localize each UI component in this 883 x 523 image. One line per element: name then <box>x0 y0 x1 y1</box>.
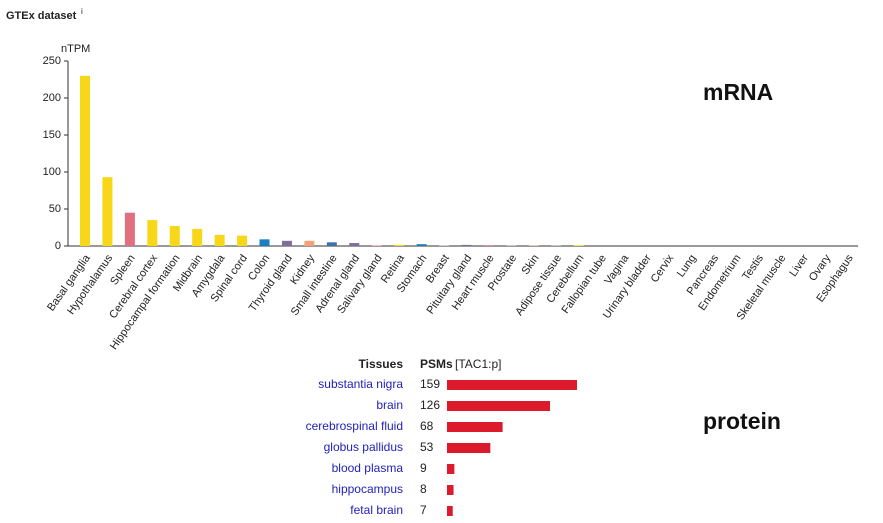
y-tick-label: 150 <box>43 129 61 141</box>
protein-label: protein <box>703 408 781 434</box>
tissue-link[interactable]: brain <box>376 398 403 412</box>
bar <box>304 240 315 246</box>
y-tick-label: 50 <box>49 203 61 215</box>
dataset-title: GTEx dataset <box>6 10 77 22</box>
bar <box>147 220 158 246</box>
bar <box>447 380 577 390</box>
tissues-header: Tissues <box>359 357 404 371</box>
mrna-label: mRNA <box>703 79 773 105</box>
x-tick-label: Cervix <box>649 252 677 285</box>
x-tick-label: Thyroid gland <box>247 253 295 314</box>
bar <box>371 244 382 246</box>
bar <box>326 242 337 246</box>
bar <box>447 485 454 495</box>
bar <box>573 245 584 246</box>
bar <box>192 228 203 246</box>
bar <box>447 401 551 411</box>
psm-value: 68 <box>420 419 434 433</box>
tissue-link[interactable]: fetal brain <box>350 503 403 517</box>
bar <box>483 245 494 246</box>
bar <box>281 240 292 246</box>
tissue-link[interactable]: globus pallidus <box>324 440 403 454</box>
psm-value: 8 <box>420 482 427 496</box>
bar <box>447 506 453 516</box>
bar <box>214 234 225 246</box>
psms-header: PSMs <box>420 357 453 371</box>
psm-value: 9 <box>420 461 427 475</box>
tissue-link[interactable]: cerebrospinal fluid <box>306 419 403 433</box>
bar <box>80 75 90 246</box>
y-tick-label: 0 <box>55 240 61 252</box>
bar <box>447 443 491 453</box>
bar <box>237 235 248 246</box>
bar <box>349 243 360 246</box>
y-axis-label: nTPM <box>61 43 90 55</box>
psm-value: 126 <box>420 398 440 412</box>
psm-value: 53 <box>420 440 434 454</box>
bar <box>461 244 472 246</box>
info-icon[interactable]: i <box>81 7 83 16</box>
bar <box>447 422 503 432</box>
psm-value: 159 <box>420 377 440 391</box>
bar <box>102 177 113 246</box>
tissue-link[interactable]: blood plasma <box>332 461 404 475</box>
tissue-link[interactable]: substantia nigra <box>318 377 403 391</box>
y-tick-label: 250 <box>43 55 61 67</box>
bar <box>124 212 135 246</box>
bar <box>416 244 427 246</box>
x-tick-label: Skin <box>520 253 542 277</box>
bar <box>169 226 180 246</box>
bar <box>259 239 270 246</box>
psms-note: [TAC1:p] <box>455 357 501 371</box>
y-tick-label: 100 <box>43 166 61 178</box>
psm-value: 7 <box>420 503 427 517</box>
y-tick-label: 200 <box>43 92 61 104</box>
tissue-link[interactable]: hippocampus <box>332 482 403 496</box>
bar <box>394 244 405 246</box>
bar <box>447 464 455 474</box>
